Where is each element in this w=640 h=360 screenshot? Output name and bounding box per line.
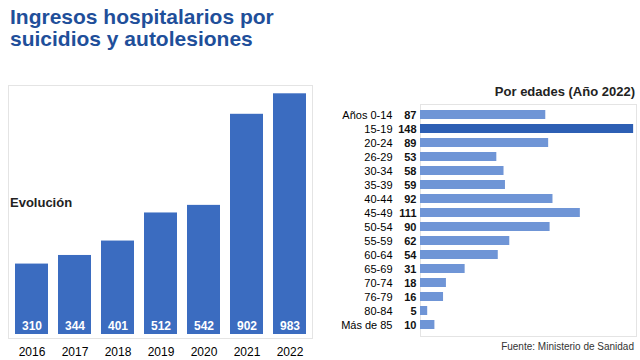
svg-text:59: 59 xyxy=(404,179,416,191)
svg-text:983: 983 xyxy=(280,319,300,333)
svg-text:Años 0-14: Años 0-14 xyxy=(342,109,392,121)
svg-text:2022: 2022 xyxy=(277,345,304,359)
svg-text:45-49: 45-49 xyxy=(364,207,392,219)
svg-text:148: 148 xyxy=(398,123,416,135)
svg-text:18: 18 xyxy=(404,277,416,289)
svg-text:76-79: 76-79 xyxy=(364,291,392,303)
svg-text:54: 54 xyxy=(404,249,417,261)
svg-text:92: 92 xyxy=(404,193,416,205)
svg-text:2020: 2020 xyxy=(191,345,218,359)
svg-text:40-44: 40-44 xyxy=(364,193,392,205)
svg-text:2017: 2017 xyxy=(62,345,89,359)
svg-text:89: 89 xyxy=(404,137,416,149)
svg-text:20-24: 20-24 xyxy=(364,137,392,149)
svg-text:401: 401 xyxy=(108,319,128,333)
svg-text:90: 90 xyxy=(404,221,416,233)
svg-text:80-84: 80-84 xyxy=(364,305,392,317)
svg-text:344: 344 xyxy=(65,319,85,333)
svg-text:26-29: 26-29 xyxy=(364,151,392,163)
svg-text:2019: 2019 xyxy=(148,345,175,359)
svg-text:512: 512 xyxy=(151,319,171,333)
svg-text:55-59: 55-59 xyxy=(364,235,392,247)
svg-text:15-19: 15-19 xyxy=(364,123,392,135)
svg-text:50-54: 50-54 xyxy=(364,221,392,233)
svg-text:62: 62 xyxy=(404,235,416,247)
svg-text:30-34: 30-34 xyxy=(364,165,392,177)
svg-text:53: 53 xyxy=(404,151,416,163)
html-text:Por edades (Año 2022): Por edades (Año 2022) xyxy=(494,84,635,99)
svg-text:16: 16 xyxy=(404,291,416,303)
svg-text:542: 542 xyxy=(194,319,214,333)
html-text:Ingresos hospitalarios por sui: Ingresos hospitalarios por suicidios y a… xyxy=(10,5,274,50)
svg-text:111: 111 xyxy=(399,207,416,219)
svg-text:Más de 85: Más de 85 xyxy=(341,319,392,331)
svg-text:31: 31 xyxy=(404,263,416,275)
svg-text:65-69: 65-69 xyxy=(364,263,392,275)
svg-text:10: 10 xyxy=(404,319,416,331)
html-text:Fuente: Ministerio de Sanidad: Fuente: Ministerio de Sanidad xyxy=(501,341,634,352)
svg-text:87: 87 xyxy=(404,109,416,121)
svg-text:2016: 2016 xyxy=(19,345,46,359)
svg-text:310: 310 xyxy=(22,319,42,333)
svg-text:58: 58 xyxy=(404,165,416,177)
svg-text:60-64: 60-64 xyxy=(364,249,392,261)
svg-text:2018: 2018 xyxy=(105,345,132,359)
svg-text:2021: 2021 xyxy=(234,345,261,359)
svg-text:5: 5 xyxy=(410,305,416,317)
svg-text:70-74: 70-74 xyxy=(364,277,392,289)
html-text:Evolución: Evolución xyxy=(10,195,73,210)
svg-text:35-39: 35-39 xyxy=(364,179,392,191)
svg-text:902: 902 xyxy=(237,319,257,333)
